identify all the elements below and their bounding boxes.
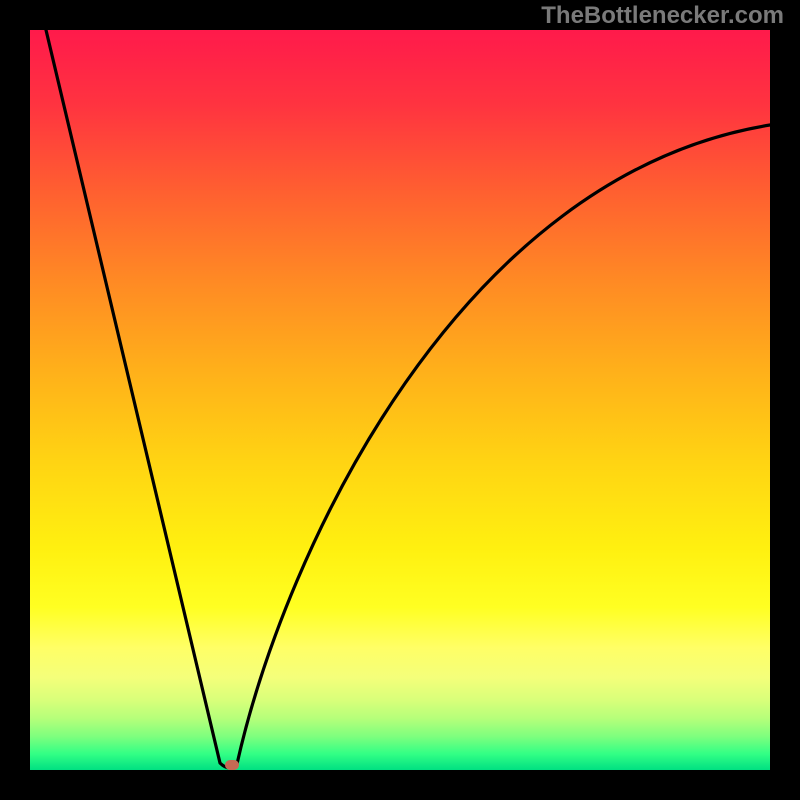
chart-frame: TheBottlenecker.com xyxy=(0,0,800,800)
gradient-background xyxy=(30,30,770,770)
watermark-text: TheBottlenecker.com xyxy=(541,2,784,30)
plot-area xyxy=(30,30,770,770)
valley-marker xyxy=(225,760,239,770)
chart-svg xyxy=(30,30,770,770)
